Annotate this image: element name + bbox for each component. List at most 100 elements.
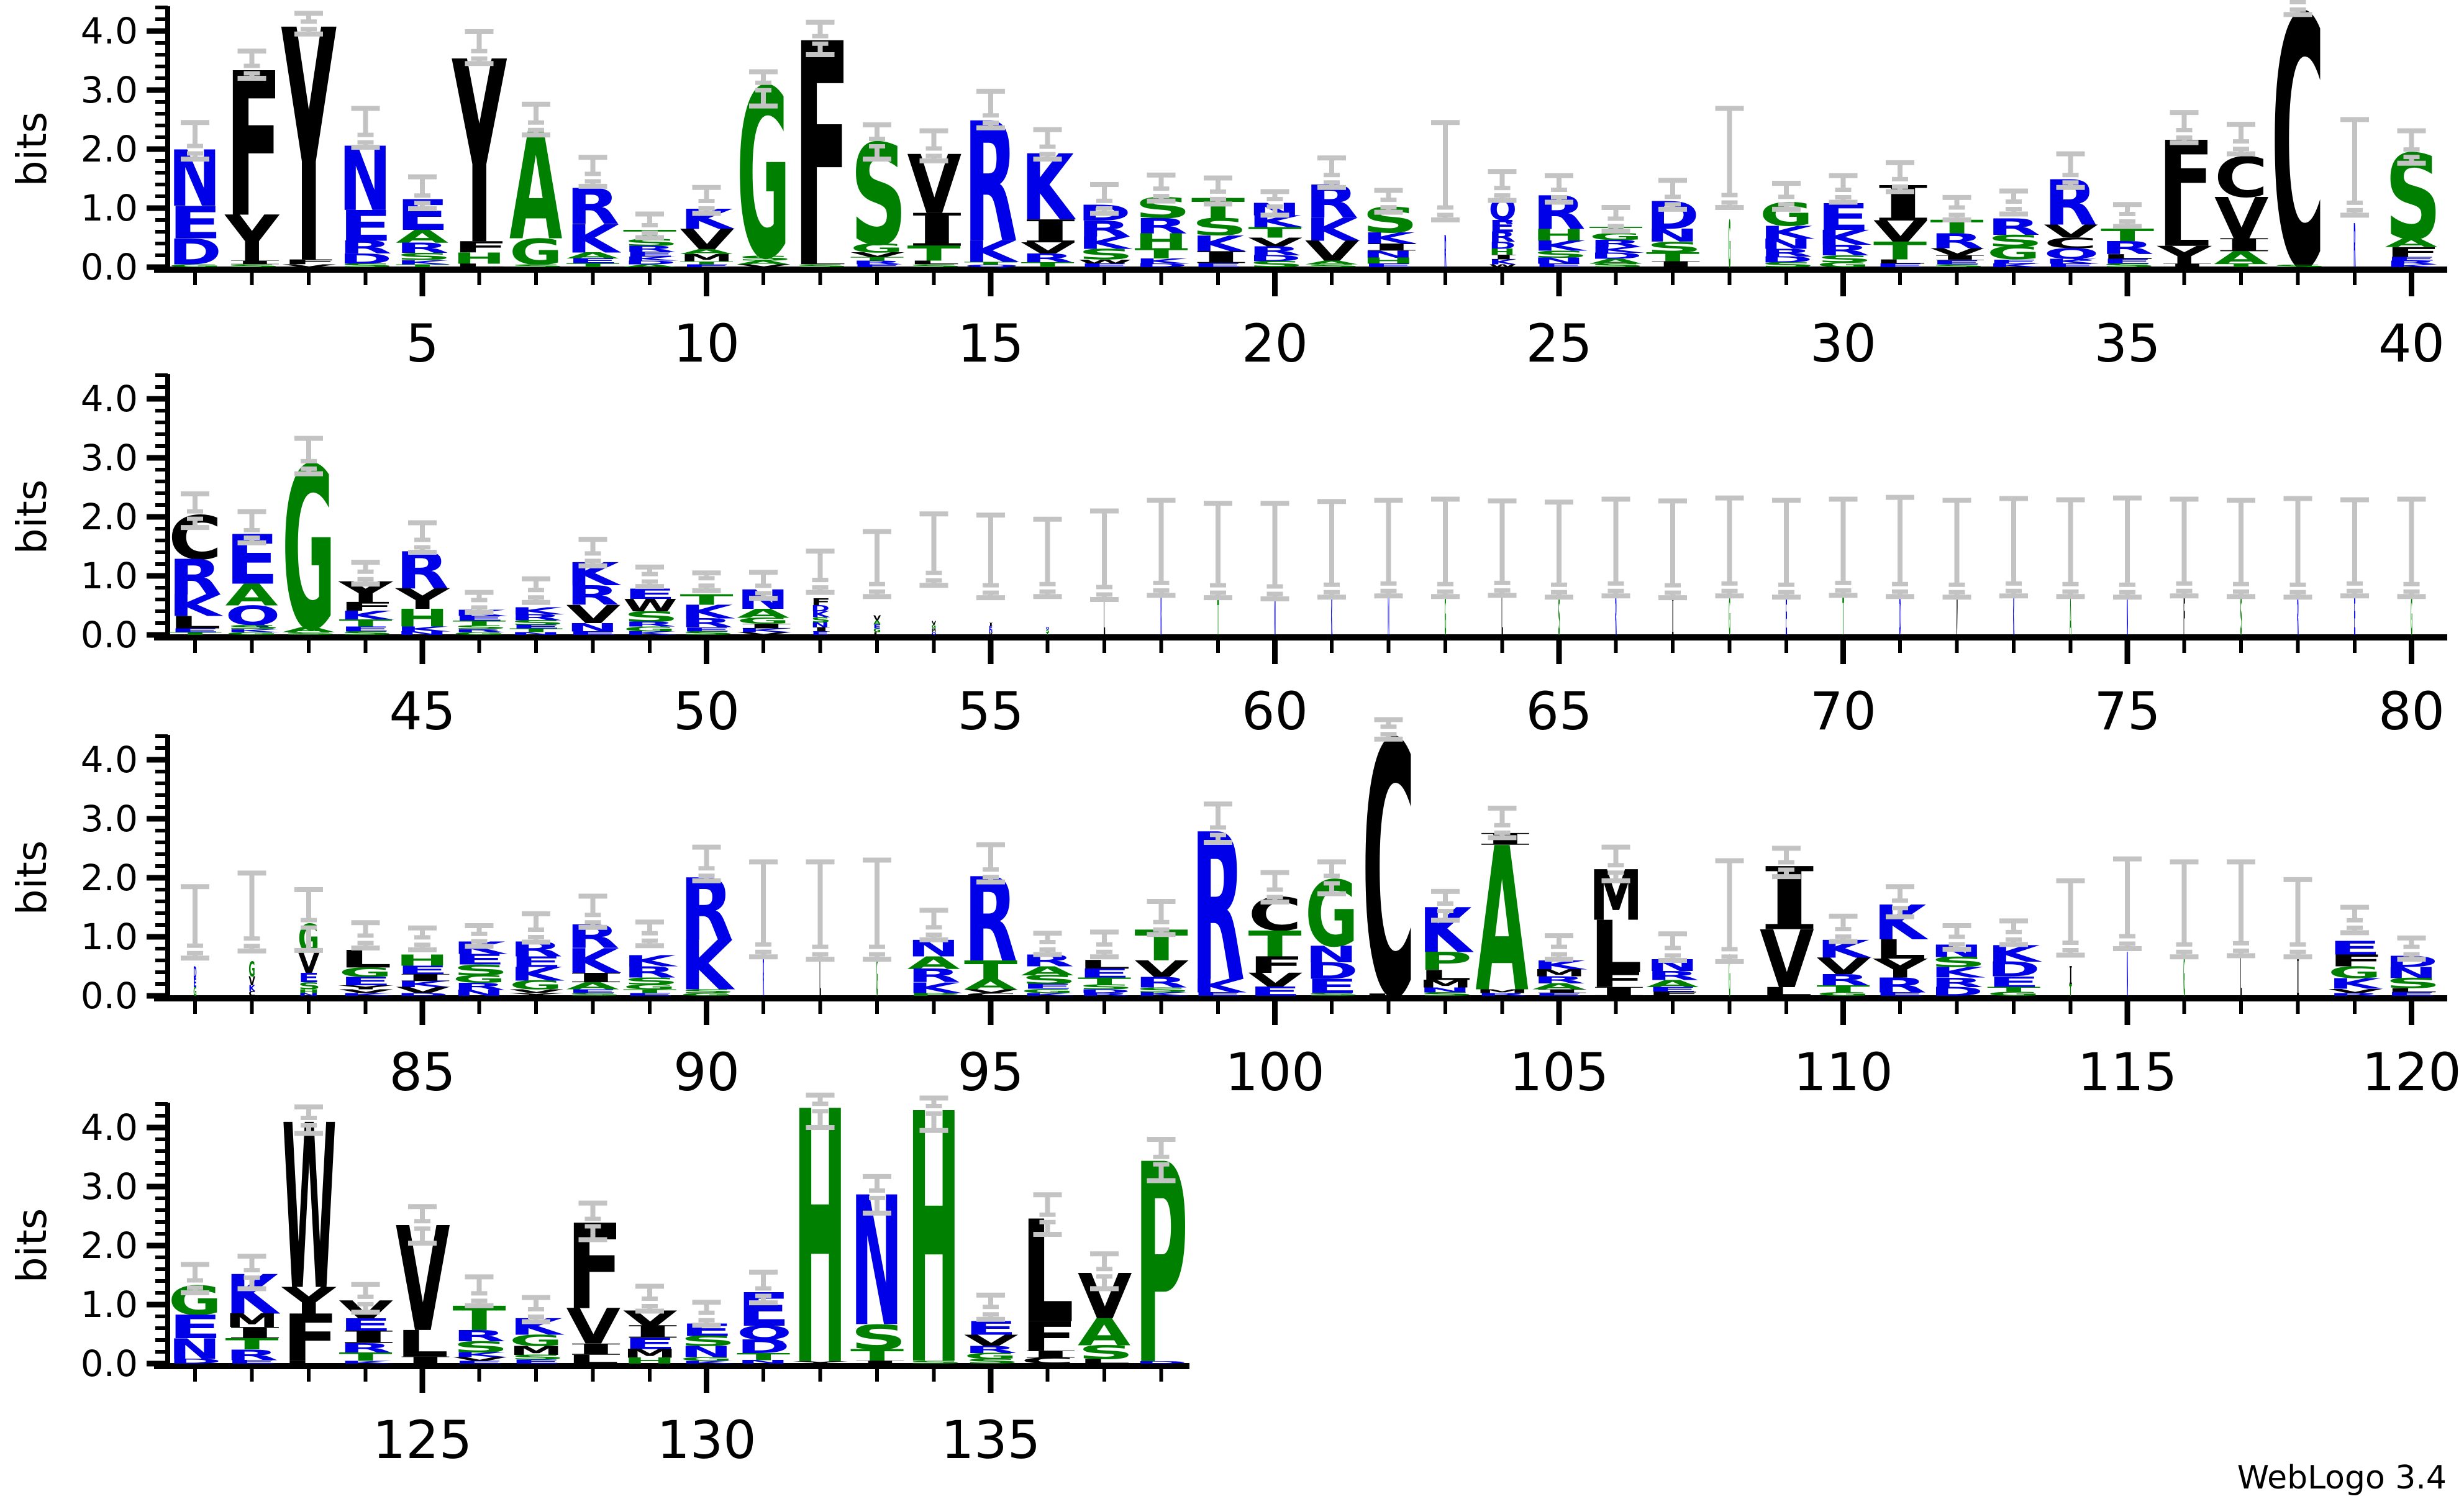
logo-letter-S: S — [1135, 987, 1191, 994]
logo-letter-N: N — [1388, 586, 1389, 648]
logo-letter-K: K — [1489, 258, 1516, 266]
logo-letter-M: M — [1532, 967, 1586, 978]
logo-letter-V: V — [873, 615, 881, 622]
logo-letter-K: K — [1078, 233, 1133, 253]
logo-letter-T: T — [453, 619, 506, 627]
logo-letter-I: I — [339, 1327, 399, 1347]
logo-letter-R: R — [1476, 992, 1529, 997]
logo-letter-L: L — [1021, 1190, 1075, 1354]
logo-letter-M: M — [225, 1310, 279, 1332]
logo-letter-G: G — [2328, 964, 2381, 982]
logo-letter-G: G — [168, 263, 222, 268]
logo-letter-F: F — [566, 1200, 624, 1336]
logo-letter-G: G — [1021, 988, 1075, 995]
logo-letter-V: V — [396, 1196, 450, 1364]
logo-letter-P: P — [1419, 947, 1472, 975]
logo-letter-T: T — [1248, 224, 1302, 241]
logo-letter-T: T — [907, 242, 961, 265]
logo-letter-D: D — [1760, 255, 1813, 264]
logo-letter-Y: Y — [395, 583, 451, 616]
logo-letter-T: T — [2214, 263, 2268, 268]
y-tick-label: 1.0 — [81, 555, 138, 597]
logo-letter-F: F — [1248, 952, 1306, 978]
logo-letter-P: P — [1135, 1106, 1188, 1426]
logo-letter-V: V — [932, 621, 936, 627]
logo-letter-R: R — [1930, 975, 1984, 990]
logo-letter-S: S — [1248, 260, 1305, 269]
logo-letter-S: S — [1305, 263, 1362, 268]
logo-letter-L: L — [1078, 957, 1131, 972]
logo-letter-T: T — [1873, 237, 1927, 265]
logo-letter-V: V — [2328, 988, 2383, 995]
logo-letter-K: K — [907, 980, 963, 996]
logo-letter-F: F — [453, 238, 510, 256]
logo-letter-Y: Y — [224, 203, 280, 276]
logo-letter-E: E — [225, 1359, 279, 1365]
logo-letter-I: I — [1760, 849, 1819, 950]
x-tick-label: 120 — [2362, 1042, 2461, 1103]
logo-letter-V: V — [248, 973, 255, 988]
logo-letter-L: L — [1873, 258, 1927, 265]
logo-letter-R: R — [453, 981, 506, 992]
logo-letter-D: D — [1987, 958, 2040, 982]
logo-letter-E: E — [623, 992, 676, 997]
y-tick-label: 0.0 — [81, 246, 138, 288]
logo-letter-H: H — [298, 988, 319, 994]
logo-letter-S: S — [1078, 983, 1134, 991]
logo-letter-G: G — [1987, 991, 2040, 998]
logo-letter-S: S — [811, 616, 830, 624]
logo-letter-Y: Y — [281, 0, 337, 335]
logo-letter-P: P — [907, 992, 961, 997]
logo-letter-T: T — [1217, 588, 1219, 647]
logo-letter-V: V — [1930, 247, 1985, 258]
logo-letter-G: G — [932, 624, 936, 630]
logo-letter-E: E — [1532, 992, 1586, 997]
logo-letter-S: S — [737, 255, 793, 262]
logo-letter-D: D — [1135, 1360, 1188, 1364]
logo-letter-T: T — [1078, 976, 1131, 987]
logo-letter-Q: Q — [225, 600, 281, 631]
logo-letter-G: G — [509, 231, 563, 272]
logo-letter-I: I — [396, 972, 455, 983]
logo-letter-T: T — [623, 988, 676, 994]
logo-letter-K: K — [396, 626, 452, 633]
x-tick-label: 135 — [941, 1410, 1040, 1470]
logo-letter-E: E — [396, 964, 449, 977]
logo-letter-K: K — [339, 608, 394, 622]
logo-letter-E: E — [453, 951, 506, 968]
logo-letter-E: E — [339, 1315, 393, 1334]
logo-letter-F: F — [2328, 951, 2385, 970]
logo-letter-H: H — [1489, 247, 1516, 257]
y-tick-label: 1.0 — [81, 1283, 138, 1326]
logo-letter-S: S — [1930, 263, 1987, 268]
logo-letter-K: K — [623, 631, 678, 636]
logo-letter-K: K — [1191, 231, 1247, 257]
logo-letter-D: D — [1489, 240, 1516, 251]
logo-letter-V: V — [1956, 586, 1958, 647]
logo-letter-C: C — [2044, 235, 2098, 252]
logo-letter-F: F — [811, 596, 830, 608]
logo-letter-L: L — [1078, 1357, 1131, 1365]
y-tick-label: 2.0 — [81, 1224, 138, 1267]
logo-letter-N: N — [1760, 236, 1812, 252]
logo-letter-G: G — [1589, 231, 1643, 242]
logo-letter-L: L — [168, 613, 222, 632]
logo-letter-K: K — [1817, 226, 1873, 250]
logo-letter-K: K — [566, 941, 622, 981]
logo-letter-F: F — [339, 599, 396, 614]
logo-letter-N: N — [1362, 249, 1415, 260]
logo-letter-A: A — [907, 953, 960, 973]
logo-letter-L: L — [1760, 985, 1813, 999]
logo-letter-E: E — [811, 631, 829, 636]
y-tick-label: 4.0 — [81, 10, 138, 52]
logo-letter-K: K — [1930, 964, 1986, 981]
x-tick-label: 10 — [673, 313, 740, 374]
logo-letter-C: C — [248, 990, 255, 998]
logo-letter-C: C — [964, 992, 1017, 997]
logo-letter-R: R — [1021, 251, 1075, 265]
logo-letter-G: G — [1817, 261, 1870, 268]
logo-letter-G: G — [225, 631, 279, 636]
logo-letter-L: L — [2385, 987, 2439, 994]
logo-letter-H: H — [453, 249, 506, 267]
